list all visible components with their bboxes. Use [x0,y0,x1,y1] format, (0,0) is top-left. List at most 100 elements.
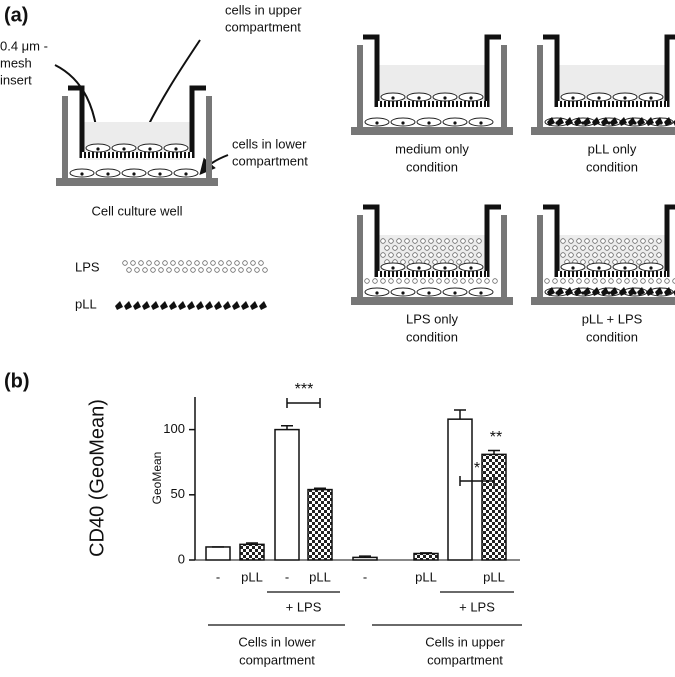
treatment-label: + LPS [286,599,322,614]
lps [222,267,228,273]
lps [568,278,574,284]
lps [436,278,442,284]
legend-label: pLL [75,296,97,311]
lps [408,245,414,251]
nucleus [401,291,405,295]
lps [484,278,490,284]
nucleus [184,172,188,176]
culture-well [351,34,513,135]
lps [440,245,446,251]
lps [436,238,442,244]
lps [246,267,252,273]
lps [202,260,208,266]
nucleus [443,266,447,270]
lps [226,260,232,266]
nucleus [571,266,575,270]
lps [126,267,132,273]
lps [492,278,498,284]
bar [307,488,333,561]
bar [274,428,300,561]
lps [464,245,470,251]
error-bar [454,409,466,420]
lps [258,260,264,266]
lps [600,252,606,258]
insert [363,34,380,107]
group-label: compartment [239,652,315,667]
lps [460,252,466,258]
mesh-label: mesh [0,55,32,70]
lps [174,267,180,273]
condition-label: medium only [395,141,469,156]
lps [652,245,658,251]
x-tick-label: pLL [241,569,263,584]
condition-label: pLL + LPS [582,311,643,326]
lps [452,278,458,284]
upper-label: compartment [225,19,301,34]
lps [632,238,638,244]
lps [580,245,586,251]
lps [476,252,482,258]
lps [432,259,438,265]
lps [392,245,398,251]
lps [608,238,614,244]
lps [460,238,466,244]
nucleus [106,172,110,176]
lps [380,252,386,258]
nucleus [174,147,178,151]
lps [600,238,606,244]
nucleus [623,266,627,270]
lps [380,238,386,244]
lps [588,245,594,251]
lps [130,260,136,266]
error-bar [359,555,371,558]
lps [134,267,140,273]
lps [468,238,474,244]
lps [568,252,574,258]
lps [592,252,598,258]
lps [648,278,654,284]
nucleus [391,266,395,270]
lps [608,278,614,284]
base [351,297,513,305]
mesh [557,271,667,277]
annotation: * [474,460,480,477]
nucleus [417,96,421,100]
lps [122,260,128,266]
x-tick-label: - [216,569,220,584]
panel-label: (a) [4,4,28,26]
nucleus [597,96,601,100]
lps [468,278,474,284]
lps [448,245,454,251]
group-label: Cells in upper [425,634,505,649]
nucleus [453,121,457,125]
lps [230,267,236,273]
lps [404,252,410,258]
nucleus [158,172,162,176]
lps [412,252,418,258]
nucleus [453,291,457,295]
lps [400,245,406,251]
culture-well [56,85,218,186]
condition-label: condition [586,329,638,344]
lps [154,260,160,266]
lps [460,278,466,284]
lps [468,252,474,258]
x-tick-label: pLL [309,569,331,584]
lps [452,252,458,258]
lps [560,252,566,258]
lps [396,278,402,284]
lps [600,278,606,284]
y-tick-label: 50 [171,486,185,501]
lps [178,260,184,266]
lps [444,238,450,244]
lps [612,245,618,251]
lps [142,267,148,273]
insert [664,34,675,107]
panel-label: (b) [4,370,30,392]
condition-label: LPS only [406,311,459,326]
x-tick-label: - [285,569,289,584]
significance-bracket [459,476,495,486]
lps [428,278,434,284]
lps [384,245,390,251]
